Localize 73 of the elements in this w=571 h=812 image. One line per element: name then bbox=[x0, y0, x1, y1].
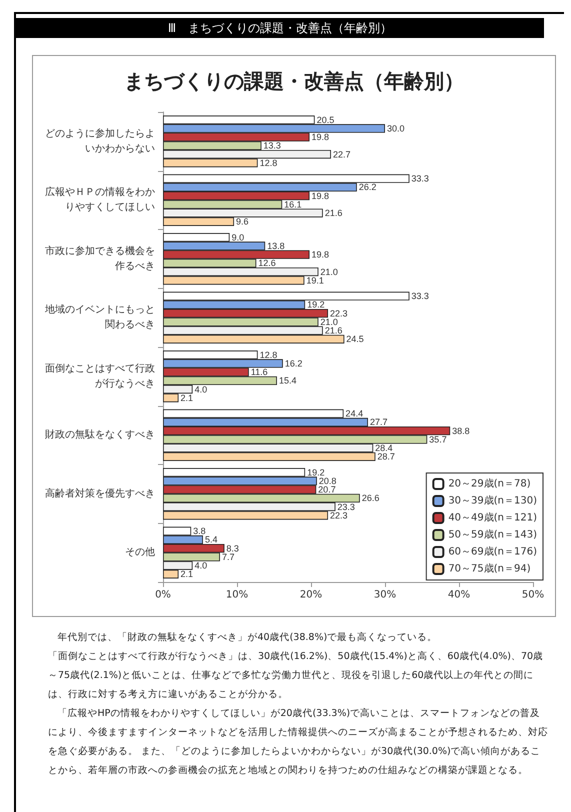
data-label: 12.8 bbox=[260, 158, 278, 168]
data-label: 19.1 bbox=[306, 275, 324, 286]
data-label: 22.7 bbox=[332, 149, 351, 160]
legend-label: 30～39歳(n＝130) bbox=[448, 494, 538, 506]
y-tick-label: 高齢者対策を優先すべき bbox=[45, 487, 155, 500]
text: 「広報やHPの情報をわかりやすくしてほしい」が20歳代(33.3%)で高いことは、スマートフォンなどの普及により、今後ますますインターネットなどを活用した情報提供へのニーズが高まることが予想されるため、対応を急ぐ必要がある。 また、「どのように参加したらよいかわからない」が30歳代(30.0%)で高い傾向があることから、若年層の市政への参画機会の拡充と地域との関わりを持つための仕組みなどの構築が課題となる。 bbox=[48, 707, 548, 778]
data-label: 21.0 bbox=[320, 266, 338, 277]
data-label: 26.6 bbox=[362, 493, 380, 504]
data-label: 38.8 bbox=[452, 426, 470, 436]
x-tick-label: 20% bbox=[300, 590, 322, 600]
x-tick-label: 40% bbox=[448, 590, 470, 600]
y-tick-label: 面倒なことはすべて行政が行なうべき bbox=[45, 363, 155, 390]
data-label: 8.3 bbox=[226, 543, 239, 554]
data-label: 28.7 bbox=[377, 452, 395, 462]
data-label: 15.4 bbox=[278, 376, 296, 386]
data-label: 7.7 bbox=[222, 552, 234, 562]
data-label: 16.2 bbox=[284, 358, 302, 368]
data-label: 22.3 bbox=[330, 308, 348, 318]
legend-label: 50～59歳(n＝143) bbox=[448, 528, 538, 540]
data-label: 13.3 bbox=[263, 140, 281, 151]
data-label: 33.3 bbox=[411, 291, 429, 302]
legend-label: 20～29歳(n＝78) bbox=[448, 478, 531, 490]
text: 年代別では、「財政の無駄をなくすべき」が40歳代(38.8%)で最も高くなっている。 bbox=[56, 631, 438, 645]
data-label: 4.0 bbox=[194, 560, 208, 571]
data-label: 2.1 bbox=[180, 392, 194, 403]
data-label: 30.0 bbox=[387, 123, 405, 134]
data-label: 33.3 bbox=[411, 174, 429, 184]
y-tick-label: 広報やＨＰの情報をわかりやすくしてほしい bbox=[45, 186, 155, 214]
data-label: 22.3 bbox=[330, 510, 348, 520]
x-tick-label: 30% bbox=[374, 590, 396, 600]
data-label: 3.8 bbox=[193, 526, 206, 536]
data-label: 16.1 bbox=[284, 199, 302, 210]
data-label: 9.6 bbox=[236, 216, 249, 227]
data-label: 21.0 bbox=[320, 316, 338, 327]
data-label: 19.8 bbox=[312, 250, 330, 260]
x-tick-label: 10% bbox=[226, 590, 248, 600]
data-label: 20.8 bbox=[318, 476, 336, 486]
data-label: 19.8 bbox=[312, 190, 330, 201]
legend-label: 60～69歳(n＝176) bbox=[448, 546, 538, 558]
y-tick-label: 市政に参加できる機会を作るべき bbox=[45, 244, 155, 272]
data-label: 12.8 bbox=[260, 350, 278, 360]
data-label: 24.5 bbox=[346, 334, 364, 344]
data-label: 2.1 bbox=[180, 569, 194, 580]
data-label: 26.2 bbox=[358, 182, 376, 192]
data-label: 9.0 bbox=[232, 232, 244, 242]
data-label: 27.7 bbox=[370, 417, 388, 428]
chart-subtitle: Ⅲ まちづくりの課題・改善点（年齢別） bbox=[16, 18, 544, 38]
data-label: 21.6 bbox=[324, 208, 342, 218]
legend-label: 70～75歳(n＝94) bbox=[448, 562, 531, 574]
data-label: 35.7 bbox=[429, 434, 447, 444]
data-label: 5.4 bbox=[204, 534, 218, 545]
chart-title: まちづくりの課題・改善点（年齢別） bbox=[124, 69, 464, 93]
data-label: 12.6 bbox=[258, 258, 276, 268]
data-label: 28.4 bbox=[375, 443, 393, 454]
data-label: 20.5 bbox=[316, 114, 334, 125]
legend-label: 40～49歳(n＝121) bbox=[448, 512, 538, 524]
data-label: 19.8 bbox=[312, 132, 330, 142]
data-label: 11.6 bbox=[250, 367, 268, 378]
data-label: 23.3 bbox=[337, 502, 355, 512]
y-tick-label: その他 bbox=[125, 546, 155, 558]
data-label: 19.2 bbox=[307, 300, 325, 310]
x-tick-label: 50% bbox=[522, 590, 544, 600]
y-tick-label: 財政の無駄をなくすべき bbox=[45, 428, 155, 441]
data-label: 13.8 bbox=[267, 240, 285, 251]
data-label: 21.6 bbox=[324, 326, 342, 336]
data-label: 20.7 bbox=[318, 484, 336, 495]
text: 「面倒なことはすべて行政が行なうべき」は、30歳代(16.2%)、50歳代(15.4%)と高く、60歳代(4.0%)、70歳～75歳代(2.1%)と低いことは、仕事などで多忙な労働力世代と、現役を引退した60歳代以上の年代との間には、行政に対する考え方に違いがあることが分かる。 bbox=[48, 650, 544, 702]
x-tick-label: 0% bbox=[155, 590, 171, 600]
y-tick-label: 地域のイベントにもっと関わるべき bbox=[44, 304, 155, 331]
y-tick-label: どのように参加したらよいかわからない bbox=[45, 127, 155, 154]
data-label: 24.4 bbox=[346, 408, 364, 419]
data-label: 19.2 bbox=[307, 467, 325, 478]
data-label: 4.0 bbox=[194, 384, 208, 394]
